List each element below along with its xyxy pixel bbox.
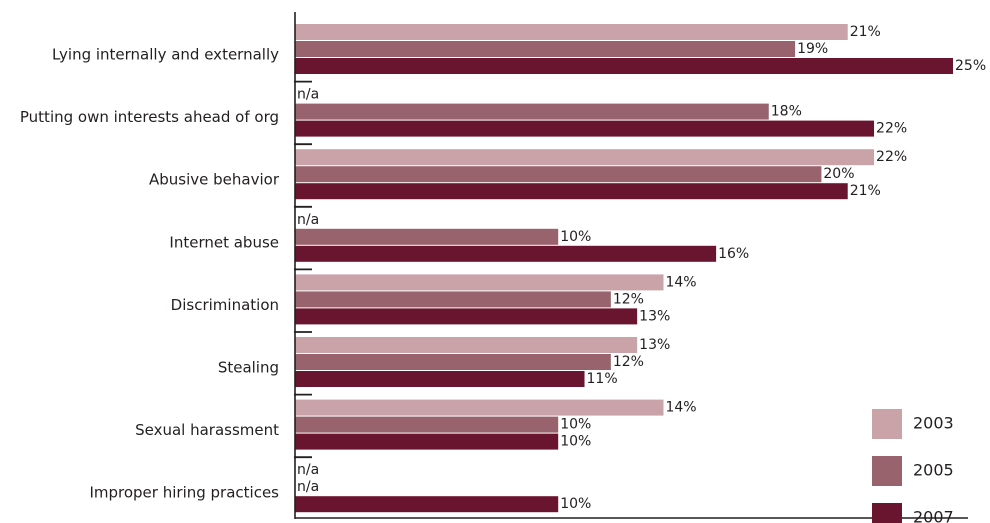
category-groups: Lying internally and externally 21% 19% 25%… bbox=[20, 24, 986, 513]
legend-swatch bbox=[872, 456, 902, 486]
legend-swatch bbox=[872, 503, 902, 523]
bar-2007 bbox=[295, 496, 559, 513]
na-label: n/a bbox=[297, 212, 319, 228]
category-group: Internet abuse n/a 10% 16% bbox=[169, 212, 749, 262]
value-label: 21% bbox=[850, 183, 881, 199]
bar-2003 bbox=[295, 24, 848, 40]
category-label: Internet abuse bbox=[169, 233, 279, 251]
value-label: 13% bbox=[639, 337, 670, 353]
category-label: Sexual harassment bbox=[135, 421, 279, 439]
category-group: Lying internally and externally 21% 19% 25% bbox=[52, 24, 986, 74]
value-label: 19% bbox=[797, 41, 828, 57]
bar-2007 bbox=[295, 433, 559, 450]
value-label: 21% bbox=[850, 24, 881, 40]
value-label: 20% bbox=[823, 166, 854, 182]
category-group: Putting own interests ahead of org n/a 18%… bbox=[20, 87, 907, 137]
category-group: Stealing 13%12%11% bbox=[218, 337, 670, 387]
bar-2003 bbox=[295, 399, 664, 416]
legend-label: 2007 bbox=[913, 508, 954, 523]
y-axis bbox=[294, 12, 968, 519]
category-label: Improper hiring practices bbox=[89, 484, 279, 502]
value-label: 10% bbox=[560, 496, 591, 512]
value-label: 10% bbox=[560, 229, 591, 245]
value-label: 11% bbox=[587, 371, 618, 387]
legend-item-2003: 2003 bbox=[872, 409, 954, 439]
value-label: 25% bbox=[955, 58, 986, 74]
value-label: 12% bbox=[613, 354, 644, 370]
value-label: 13% bbox=[639, 308, 670, 324]
value-label: 14% bbox=[665, 400, 696, 416]
category-label: Putting own interests ahead of org bbox=[20, 108, 279, 126]
legend-item-2007: 2007 bbox=[872, 503, 954, 523]
category-label: Abusive behavior bbox=[149, 171, 280, 189]
category-group: Abusive behavior 22% 20%21% bbox=[149, 149, 907, 200]
bar-2005 bbox=[295, 166, 822, 183]
bar-2005 bbox=[295, 103, 769, 120]
bar-2007 bbox=[295, 183, 848, 200]
bar-2005 bbox=[295, 291, 611, 308]
category-label: Stealing bbox=[218, 359, 279, 377]
legend-label: 2005 bbox=[913, 461, 954, 480]
na-label: n/a bbox=[297, 479, 319, 495]
value-label: 22% bbox=[876, 121, 907, 137]
category-group: Improper hiring practices n/an/a 10% bbox=[89, 462, 591, 513]
bar-2005 bbox=[295, 416, 559, 433]
bar-2005 bbox=[295, 228, 559, 245]
bar-2005 bbox=[295, 354, 611, 370]
legend-label: 2003 bbox=[913, 414, 954, 433]
legend-item-2005: 2005 bbox=[872, 456, 954, 486]
value-label: 16% bbox=[718, 246, 749, 262]
bar-2003 bbox=[295, 337, 638, 353]
category-label: Discrimination bbox=[171, 296, 279, 314]
bar-2007 bbox=[295, 245, 717, 262]
value-label: 12% bbox=[613, 291, 644, 307]
bar-2007 bbox=[295, 371, 585, 387]
bar-2007 bbox=[295, 120, 875, 137]
value-label: 10% bbox=[560, 434, 591, 450]
bar-2007 bbox=[295, 58, 953, 74]
bar-2003 bbox=[295, 149, 875, 166]
legend-swatch bbox=[872, 409, 902, 439]
na-label: n/a bbox=[297, 462, 319, 478]
legend: 2003 2005 2007 bbox=[872, 409, 954, 523]
bar-2007 bbox=[295, 308, 638, 325]
bar-2005 bbox=[295, 41, 796, 57]
value-label: 22% bbox=[876, 149, 907, 165]
category-label: Lying internally and externally bbox=[52, 46, 279, 64]
bar-2003 bbox=[295, 274, 664, 291]
na-label: n/a bbox=[297, 87, 319, 103]
value-label: 10% bbox=[560, 417, 591, 433]
category-group: Sexual harassment 14% 10%10% bbox=[135, 399, 697, 450]
category-group: Discrimination 14% 12%13% bbox=[171, 274, 697, 325]
value-label: 14% bbox=[665, 274, 696, 290]
value-label: 18% bbox=[771, 104, 802, 120]
